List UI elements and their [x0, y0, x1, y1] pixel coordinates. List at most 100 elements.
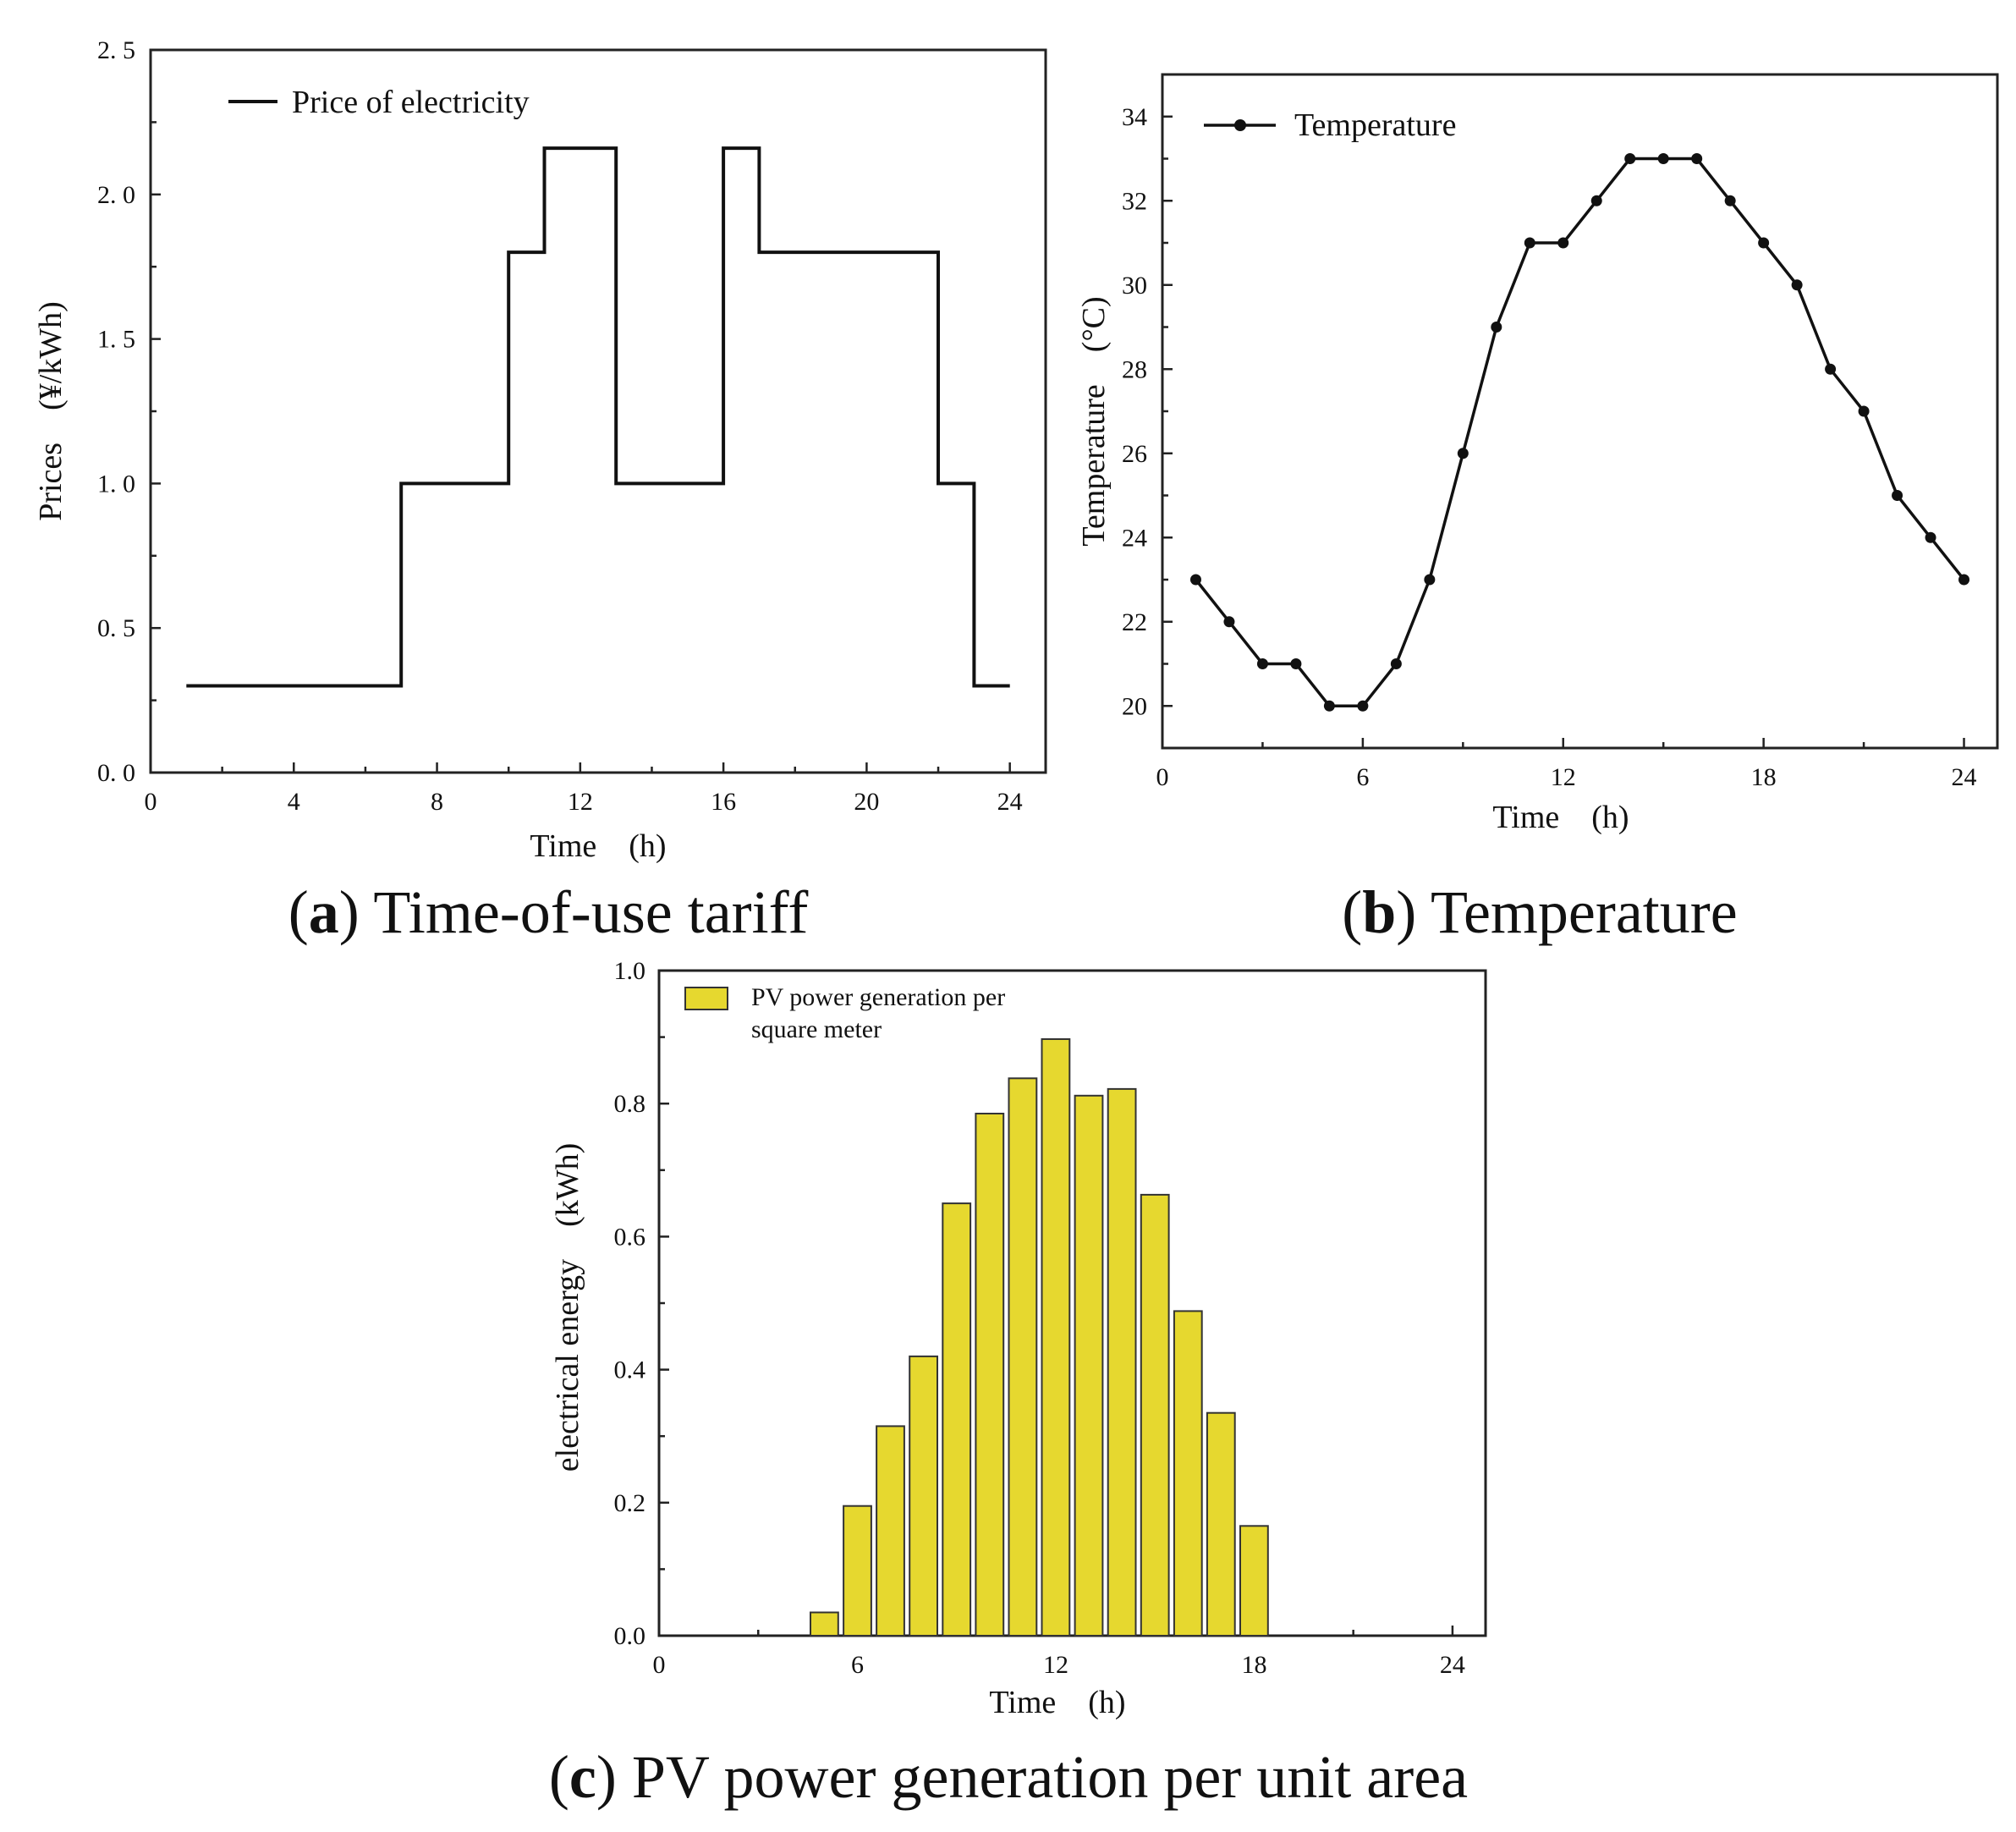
chart-c-plot-area	[657, 969, 1487, 1637]
chart-b-point	[1758, 237, 1770, 249]
chart-a-ytick-label: 0. 5	[97, 614, 135, 642]
chart-a-legend: Price of electricity	[228, 85, 530, 120]
chart-b-point	[1590, 195, 1602, 206]
chart-b-ytick-label: 34	[1122, 103, 1147, 131]
chart-b-point	[1491, 322, 1502, 333]
chart-c-bar	[1173, 1310, 1203, 1637]
chart-c-caption: (c) PV power generation per unit area	[549, 1743, 1468, 1811]
chart-b-plot-area	[1161, 73, 1999, 750]
chart-c-ytick-label: 0.6	[614, 1223, 646, 1251]
chart-b-point	[1557, 237, 1569, 249]
chart-b-caption-text: Temperature	[1431, 878, 1738, 946]
chart-c-xlabel: Time (h)	[989, 1685, 1125, 1720]
chart-a-xtick-label: 20	[854, 788, 879, 816]
chart-b-legend-label: Temperature	[1294, 107, 1456, 143]
chart-b-caption: (b) Temperature	[1342, 878, 1737, 946]
chart-b-caption-letter: b	[1362, 878, 1396, 946]
chart-c-bar	[942, 1202, 972, 1637]
chart-a-series	[186, 146, 1010, 688]
chart-b-point	[1457, 448, 1469, 459]
chart-c-bar	[1239, 1525, 1269, 1637]
chart-b-legend: Temperature	[1204, 107, 1456, 143]
chart-b-ytick-label: 32	[1122, 187, 1147, 215]
chart-a-xtick-label: 8	[431, 788, 443, 816]
chart-b-xtick-label: 6	[1356, 763, 1369, 791]
chart-b-point	[1657, 153, 1669, 164]
chart-c-caption-text: PV power generation per unit area	[632, 1743, 1468, 1811]
chart-b-point	[1791, 279, 1803, 291]
chart-c-ytick-label: 1.0	[614, 957, 646, 985]
chart-c-legend-swatch	[684, 987, 728, 1010]
chart-a-xtick-label: 0	[145, 788, 157, 816]
chart-c-xtick-label: 0	[653, 1651, 666, 1679]
chart-a-ytick-label: 2. 5	[97, 36, 135, 64]
chart-c-xtick-label: 24	[1440, 1651, 1465, 1679]
chart-a-caption: (a) Time-of-use tariff	[288, 878, 809, 946]
chart-c-legend-line-1: PV power generation per	[751, 983, 1005, 1011]
chart-b-series	[1189, 153, 1970, 712]
chart-c-bar	[843, 1505, 872, 1637]
chart-b-point	[1925, 531, 1936, 543]
chart-c-bar	[1140, 1193, 1170, 1637]
chart-b-point	[1256, 658, 1268, 669]
chart-b-ytick-label: 24	[1122, 524, 1147, 552]
chart-a-legend-label: Price of electricity	[292, 85, 530, 120]
chart-b-legend-marker	[1234, 119, 1246, 131]
chart-c-ticks: 0 6 12 18 24 0.0 0.2 0.4 0.6 0.8 1.0	[614, 957, 1465, 1679]
chart-a-xtick-label: 12	[568, 788, 593, 816]
chart-b-ytick-label: 22	[1122, 608, 1147, 636]
chart-b-point	[1958, 574, 1970, 586]
chart-c-bar	[810, 1611, 839, 1637]
chart-b-point	[1691, 153, 1703, 164]
chart-c-ytick-label: 0.4	[614, 1356, 646, 1384]
chart-b-xlabel: Time (h)	[1492, 800, 1629, 835]
chart-b-point	[1189, 574, 1201, 586]
chart-c-bar	[1074, 1094, 1104, 1637]
chart-b-point	[1323, 700, 1335, 712]
chart-b-point	[1357, 700, 1369, 712]
chart-b-xtick-label: 24	[1952, 763, 1977, 791]
chart-a-xtick-label: 4	[288, 788, 300, 816]
chart-b-ytick-label: 20	[1122, 692, 1147, 720]
chart-c-bar	[876, 1425, 905, 1637]
chart-b-point	[1290, 658, 1302, 669]
chart-c-xtick-label: 12	[1043, 1651, 1068, 1679]
chart-b: 0 6 12 18 24 20 22 24 26 28 30 32 34 Temperature Tim…	[1076, 73, 1999, 946]
chart-a-ylabel: Prices (¥/kWh)	[33, 301, 69, 521]
chart-c-bar	[1107, 1087, 1137, 1637]
chart-c-ytick-label: 0.0	[614, 1622, 646, 1650]
chart-b-ytick-label: 30	[1122, 272, 1147, 300]
chart-b-xtick-label: 18	[1751, 763, 1777, 791]
chart-b-point	[1825, 363, 1837, 375]
chart-a-caption-letter: a	[309, 878, 339, 946]
chart-c-caption-letter: c	[569, 1743, 596, 1811]
chart-b-xtick-label: 0	[1156, 763, 1169, 791]
chart-a-xtick-label: 16	[711, 788, 736, 816]
chart-b-ylabel: Temperature (°C)	[1076, 296, 1112, 546]
chart-b-point	[1424, 574, 1436, 586]
chart-a-ticks: 0 4 8 12 16 20 24 0. 0 0. 5 1. 0 1. 5 2. 0 2. 5	[97, 36, 1023, 816]
chart-c-bar	[1008, 1077, 1038, 1637]
chart-c-bar	[1206, 1411, 1236, 1637]
chart-a: 0 4 8 12 16 20 24 0. 0 0. 5 1. 0 1. 5 2. 0 2. 5 Pric…	[33, 36, 1047, 946]
chart-b-series-line	[1195, 157, 1965, 708]
chart-c-ytick-label: 0.2	[614, 1489, 646, 1517]
chart-c-ylabel: electrical energy (kWh)	[550, 1143, 585, 1472]
chart-c-xtick-label: 6	[851, 1651, 864, 1679]
chart-b-ticks: 0 6 12 18 24 20 22 24 26 28 30 32 34	[1122, 103, 1977, 791]
chart-c-bar	[1041, 1038, 1071, 1637]
chart-c-xtick-label: 18	[1241, 1651, 1266, 1679]
chart-c-ytick-label: 0.8	[614, 1090, 646, 1118]
chart-a-ytick-label: 1. 0	[97, 470, 135, 498]
chart-a-xlabel: Time (h)	[530, 828, 666, 864]
chart-b-ytick-label: 28	[1122, 355, 1147, 383]
chart-c-bar	[909, 1355, 938, 1637]
chart-c-legend: PV power generation per square meter	[684, 983, 1005, 1043]
chart-c: 0 6 12 18 24 0.0 0.2 0.4 0.6 0.8 1.0 PV power gene…	[549, 957, 1487, 1811]
chart-a-series-line	[186, 146, 1010, 688]
chart-b-point	[1858, 405, 1870, 417]
chart-c-bar	[975, 1113, 1005, 1637]
chart-a-ytick-label: 2. 0	[97, 181, 135, 209]
chart-b-point	[1724, 195, 1736, 206]
